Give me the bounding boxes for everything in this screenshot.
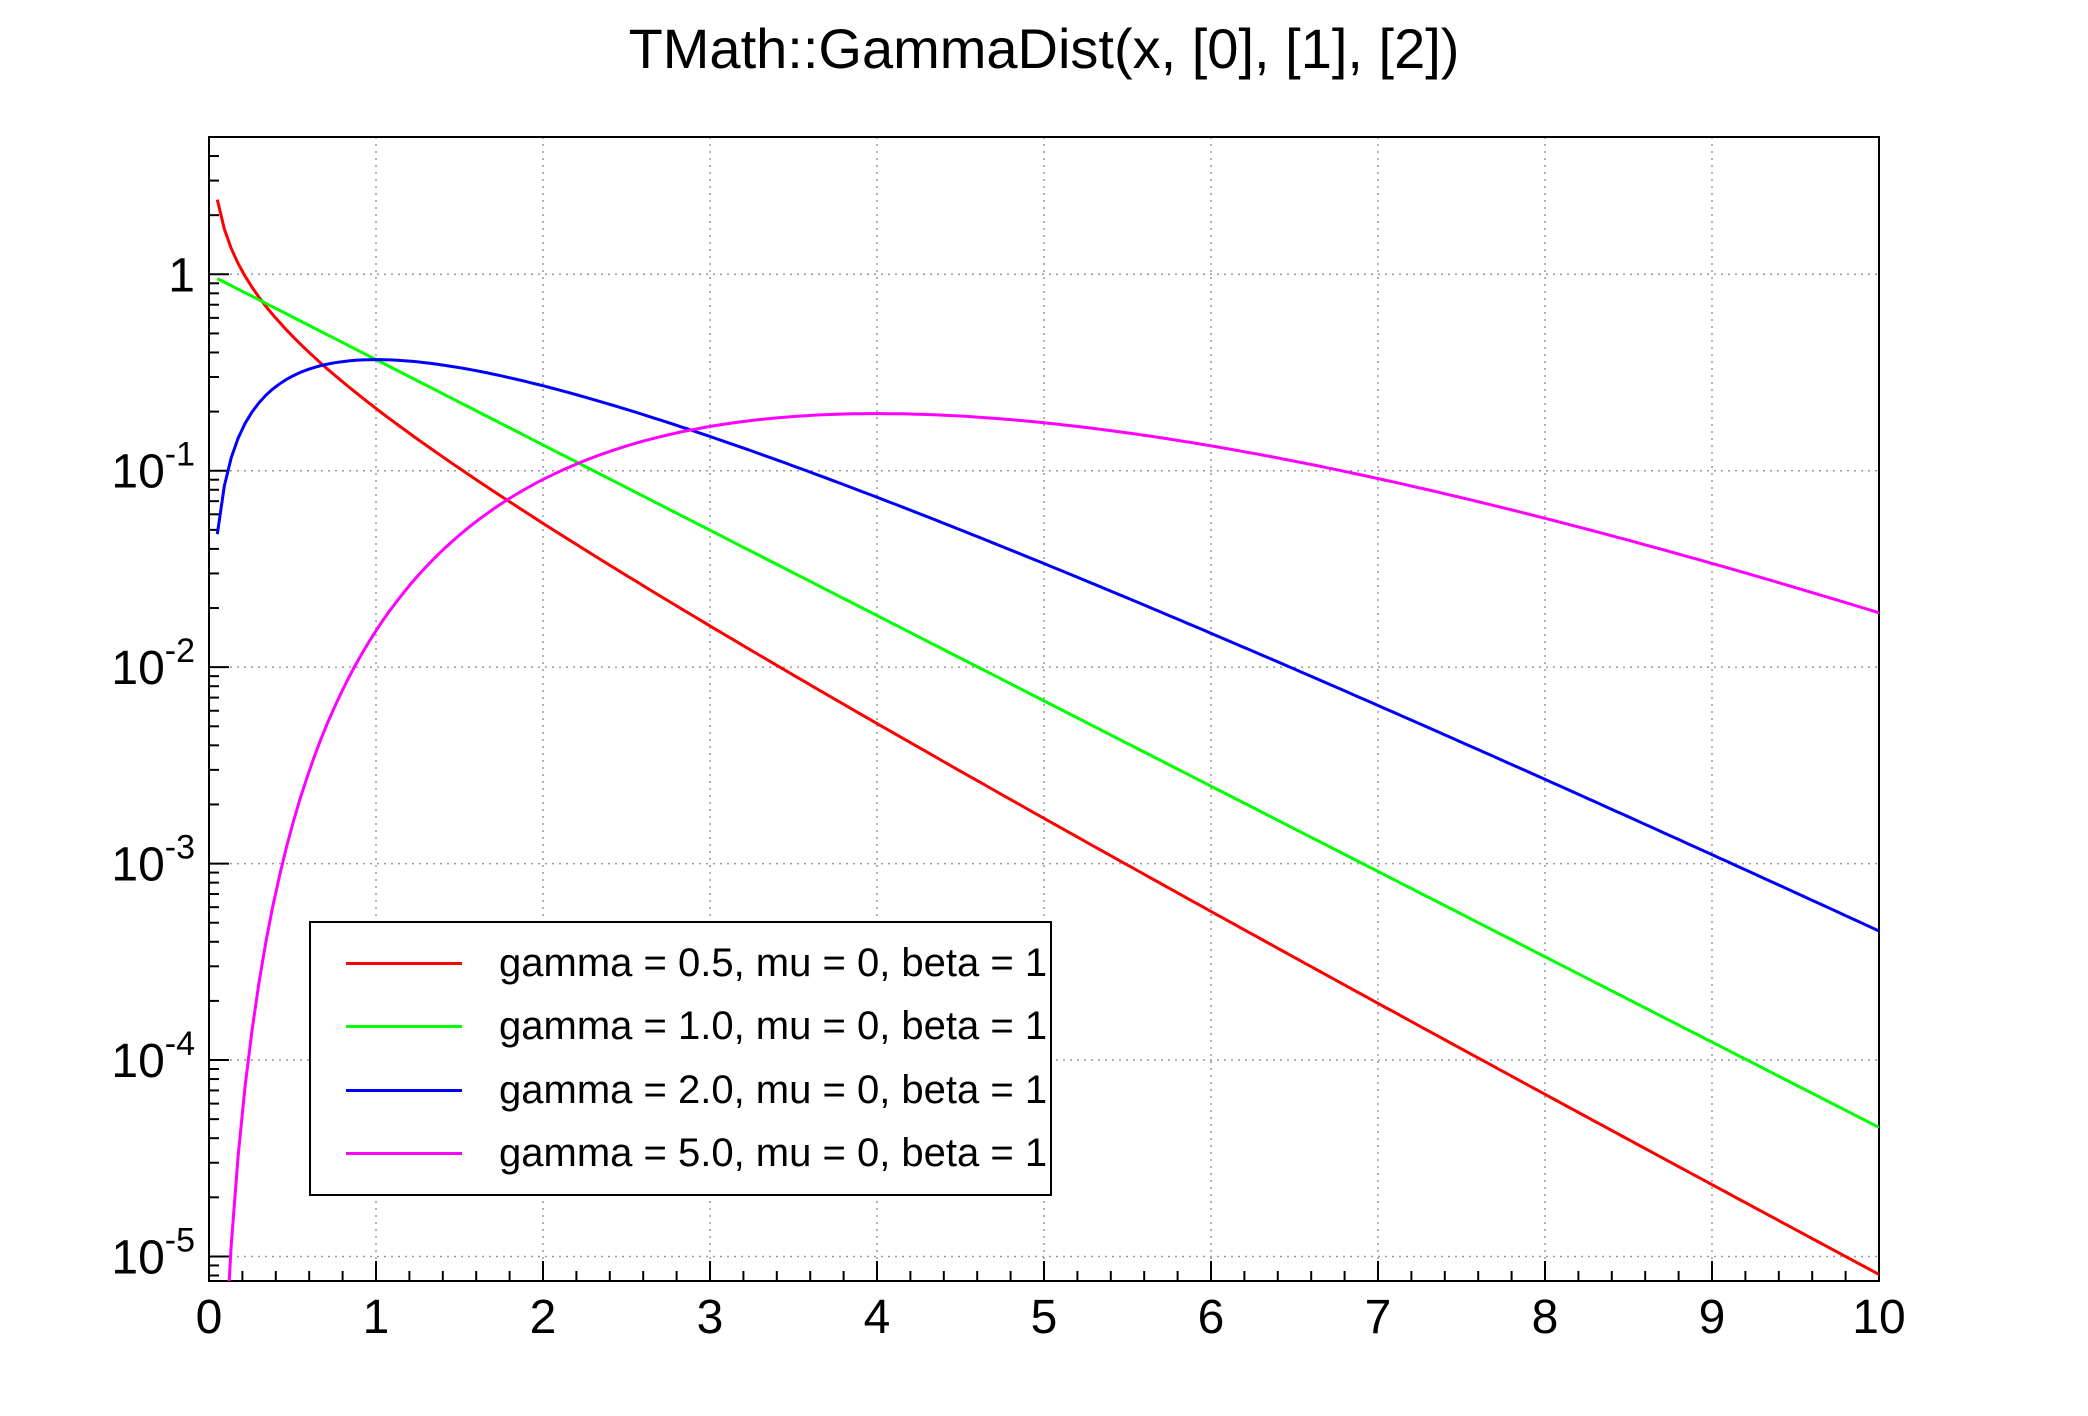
legend-entry-label: gamma = 2.0, mu = 0, beta = 1 bbox=[499, 1067, 1048, 1112]
x-axis-labels: 0 1 2 3 4 5 6 7 8 9 10 bbox=[196, 1291, 1906, 1344]
x-axis-tick-label: 3 bbox=[697, 1291, 724, 1344]
legend-entry-label: gamma = 0.5, mu = 0, beta = 1 bbox=[499, 941, 1048, 986]
series-line bbox=[215, 358, 1879, 933]
y-axis-tick-label: 10-1 bbox=[111, 436, 195, 499]
legend-box: gamma = 0.5, mu = 0, beta = 1 gamma = 1.… bbox=[309, 921, 1052, 1196]
legend-line-swatch-blue bbox=[346, 1088, 462, 1092]
axis-ticks bbox=[208, 155, 1880, 1281]
y-axis-tick-label: 10-2 bbox=[111, 632, 195, 695]
x-axis-tick-label: 1 bbox=[363, 1291, 390, 1344]
legend-entry: gamma = 2.0, mu = 0, beta = 1 bbox=[311, 1068, 1050, 1113]
legend-entry: gamma = 1.0, mu = 0, beta = 1 bbox=[311, 1004, 1050, 1049]
y-axis-tick-label: 1 bbox=[168, 249, 195, 302]
legend-line-swatch-magenta bbox=[346, 1151, 462, 1155]
legend-entry-label: gamma = 5.0, mu = 0, beta = 1 bbox=[499, 1130, 1048, 1175]
x-axis-tick-label: 7 bbox=[1365, 1291, 1392, 1344]
series-lines bbox=[215, 199, 1879, 1281]
x-axis-tick-label: 8 bbox=[1532, 1291, 1559, 1344]
legend-entry-label: gamma = 1.0, mu = 0, beta = 1 bbox=[499, 1004, 1048, 1049]
x-axis-tick-label: 10 bbox=[1852, 1291, 1905, 1344]
legend-line-swatch-red bbox=[346, 962, 462, 966]
series-line bbox=[216, 277, 1879, 1129]
series-line bbox=[215, 199, 1879, 1276]
legend-entry: gamma = 0.5, mu = 0, beta = 1 bbox=[311, 941, 1050, 986]
y-axis-labels: 1 10-1 10-2 10-3 10-4 10-5 bbox=[111, 249, 195, 1284]
x-axis-tick-label: 4 bbox=[864, 1291, 891, 1344]
x-axis-tick-label: 2 bbox=[530, 1291, 557, 1344]
y-axis-tick-label: 10-5 bbox=[111, 1221, 195, 1284]
x-axis-tick-label: 5 bbox=[1031, 1291, 1058, 1344]
y-axis-tick-label: 10-3 bbox=[111, 829, 195, 892]
y-axis-tick-label: 10-4 bbox=[111, 1025, 195, 1088]
x-axis-tick-label: 9 bbox=[1699, 1291, 1726, 1344]
x-axis-tick-label: 6 bbox=[1198, 1291, 1225, 1344]
legend-line-swatch-green bbox=[346, 1025, 462, 1029]
chart-title: TMath::GammaDist(x, [0], [1], [2]) bbox=[628, 17, 1460, 80]
x-axis-tick-label: 0 bbox=[196, 1291, 223, 1344]
series-line bbox=[227, 412, 1879, 1281]
legend-entry: gamma = 5.0, mu = 0, beta = 1 bbox=[311, 1131, 1050, 1176]
